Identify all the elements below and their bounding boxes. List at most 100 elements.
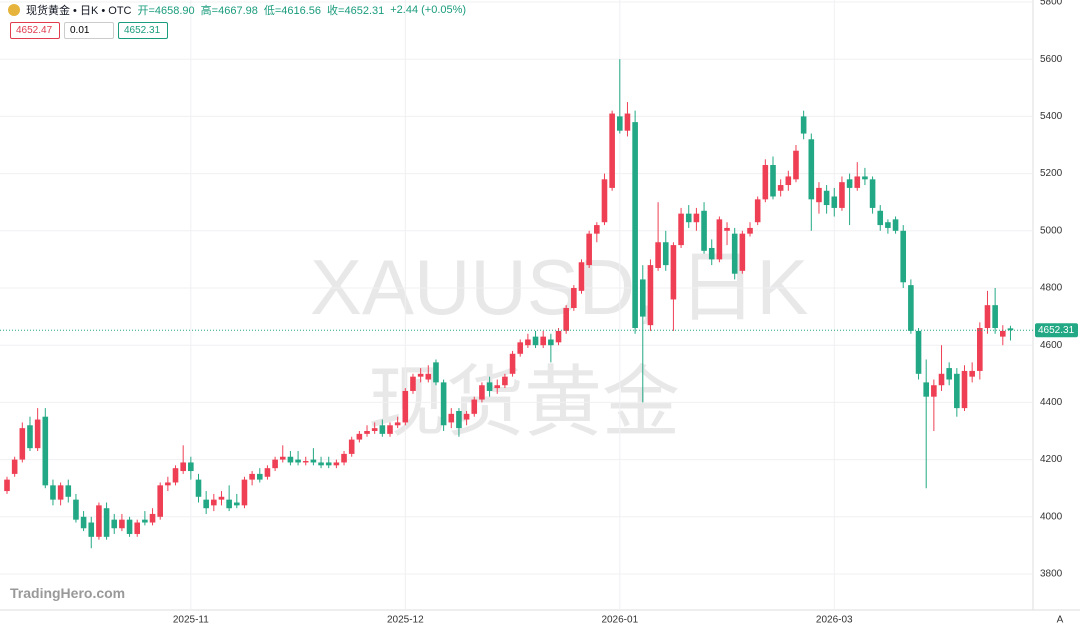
candle-body	[96, 505, 102, 537]
candle-body	[356, 433, 363, 440]
candle-body	[969, 370, 975, 377]
candle-body	[440, 382, 447, 426]
candle-body	[348, 439, 355, 454]
candle-body	[831, 196, 838, 208]
candle-body	[241, 479, 248, 506]
candle-body	[915, 330, 922, 374]
candle-body	[456, 410, 462, 429]
candle-body	[57, 485, 64, 500]
candle-body	[961, 370, 968, 409]
y-tick-label: 4600	[1040, 340, 1063, 351]
candle-body	[234, 502, 240, 506]
candle-body	[1007, 328, 1014, 331]
candle-body	[885, 222, 891, 228]
candle-body	[126, 519, 133, 534]
candle-body	[486, 382, 493, 391]
candle-body	[157, 485, 163, 517]
header: 现货黄金 • 日K • OTC 开=4658.90 高=4667.98 低=46…	[8, 2, 466, 18]
candle-body	[218, 496, 225, 500]
candle-body	[80, 516, 87, 529]
candle-body	[119, 519, 125, 529]
candle-body	[555, 330, 562, 343]
candle-body	[892, 219, 899, 231]
symbol-icon	[8, 4, 20, 16]
y-tick-label: 5400	[1040, 111, 1063, 122]
candle-body	[525, 339, 531, 346]
candle-body	[494, 385, 501, 389]
candle-body	[463, 413, 470, 420]
candle-body	[149, 513, 156, 523]
candle-body	[517, 342, 524, 354]
candle-body	[65, 485, 72, 497]
candle-body	[509, 353, 516, 374]
candle-body	[946, 368, 952, 380]
candle-body	[839, 182, 845, 208]
candle-body	[448, 413, 455, 423]
candle-body	[211, 499, 217, 506]
candle-body	[279, 456, 286, 460]
candle-body	[302, 461, 309, 463]
candle-body	[639, 279, 646, 317]
candle-body	[172, 468, 179, 483]
candle-body	[854, 176, 861, 188]
candle-body	[103, 508, 110, 537]
candle-body	[984, 305, 991, 329]
spread: 0.01	[64, 22, 114, 39]
candle-body	[425, 373, 432, 380]
candle-body	[341, 453, 347, 463]
sell-price[interactable]: 4652.47	[10, 22, 60, 39]
candle-body	[923, 382, 929, 397]
x-tick-label: 2026-03	[816, 615, 853, 626]
candle-body	[249, 473, 255, 480]
candle-body	[287, 456, 294, 463]
candle-body	[731, 233, 738, 274]
candle-body	[954, 373, 960, 409]
candle-body	[624, 113, 631, 131]
candle-body	[908, 285, 914, 331]
symbol[interactable]: 现货黄金 • 日K • OTC	[26, 5, 132, 17]
candle-body	[563, 308, 569, 331]
candle-body	[295, 459, 301, 463]
y-tick-label: 5800	[1040, 0, 1063, 8]
candle-body	[678, 213, 684, 246]
y-tick-label: 5600	[1040, 54, 1063, 65]
candle-body	[754, 199, 761, 223]
candle-body	[793, 150, 799, 180]
candle-body	[532, 336, 539, 346]
candle-body	[762, 165, 769, 200]
candle-body	[609, 113, 615, 188]
candle-body	[134, 522, 141, 534]
candle-body	[333, 462, 340, 466]
y-tick-label: 4000	[1040, 511, 1063, 522]
candle-body	[770, 165, 776, 197]
candle-body	[724, 227, 730, 231]
candle-body	[693, 213, 700, 223]
candle-body	[977, 328, 983, 371]
y-tick-label: 3800	[1040, 569, 1063, 580]
candle-body	[816, 187, 822, 203]
candle-body	[931, 385, 937, 397]
buy-price[interactable]: 4652.31	[118, 22, 168, 39]
candle-body	[471, 399, 478, 414]
candle-body	[823, 190, 830, 206]
candle-body	[938, 373, 945, 386]
candle-body	[433, 362, 439, 383]
candle-body	[188, 462, 194, 472]
candle-body	[195, 479, 202, 497]
candle-body	[739, 233, 746, 271]
candle-body	[785, 176, 792, 186]
candle-body	[264, 468, 271, 477]
candle-body	[34, 419, 41, 449]
candle-body	[502, 376, 508, 386]
stat: 高=4667.98	[200, 5, 258, 17]
candle-body	[19, 428, 26, 460]
candle-body	[862, 176, 868, 180]
watermark-symbol: XAUUSD, 日K	[310, 243, 809, 331]
candle-body	[647, 265, 654, 326]
candle-body	[180, 462, 186, 472]
candle-body	[800, 116, 807, 134]
candle-body	[387, 425, 393, 434]
candle-body	[4, 479, 10, 492]
candle-body	[846, 179, 853, 188]
